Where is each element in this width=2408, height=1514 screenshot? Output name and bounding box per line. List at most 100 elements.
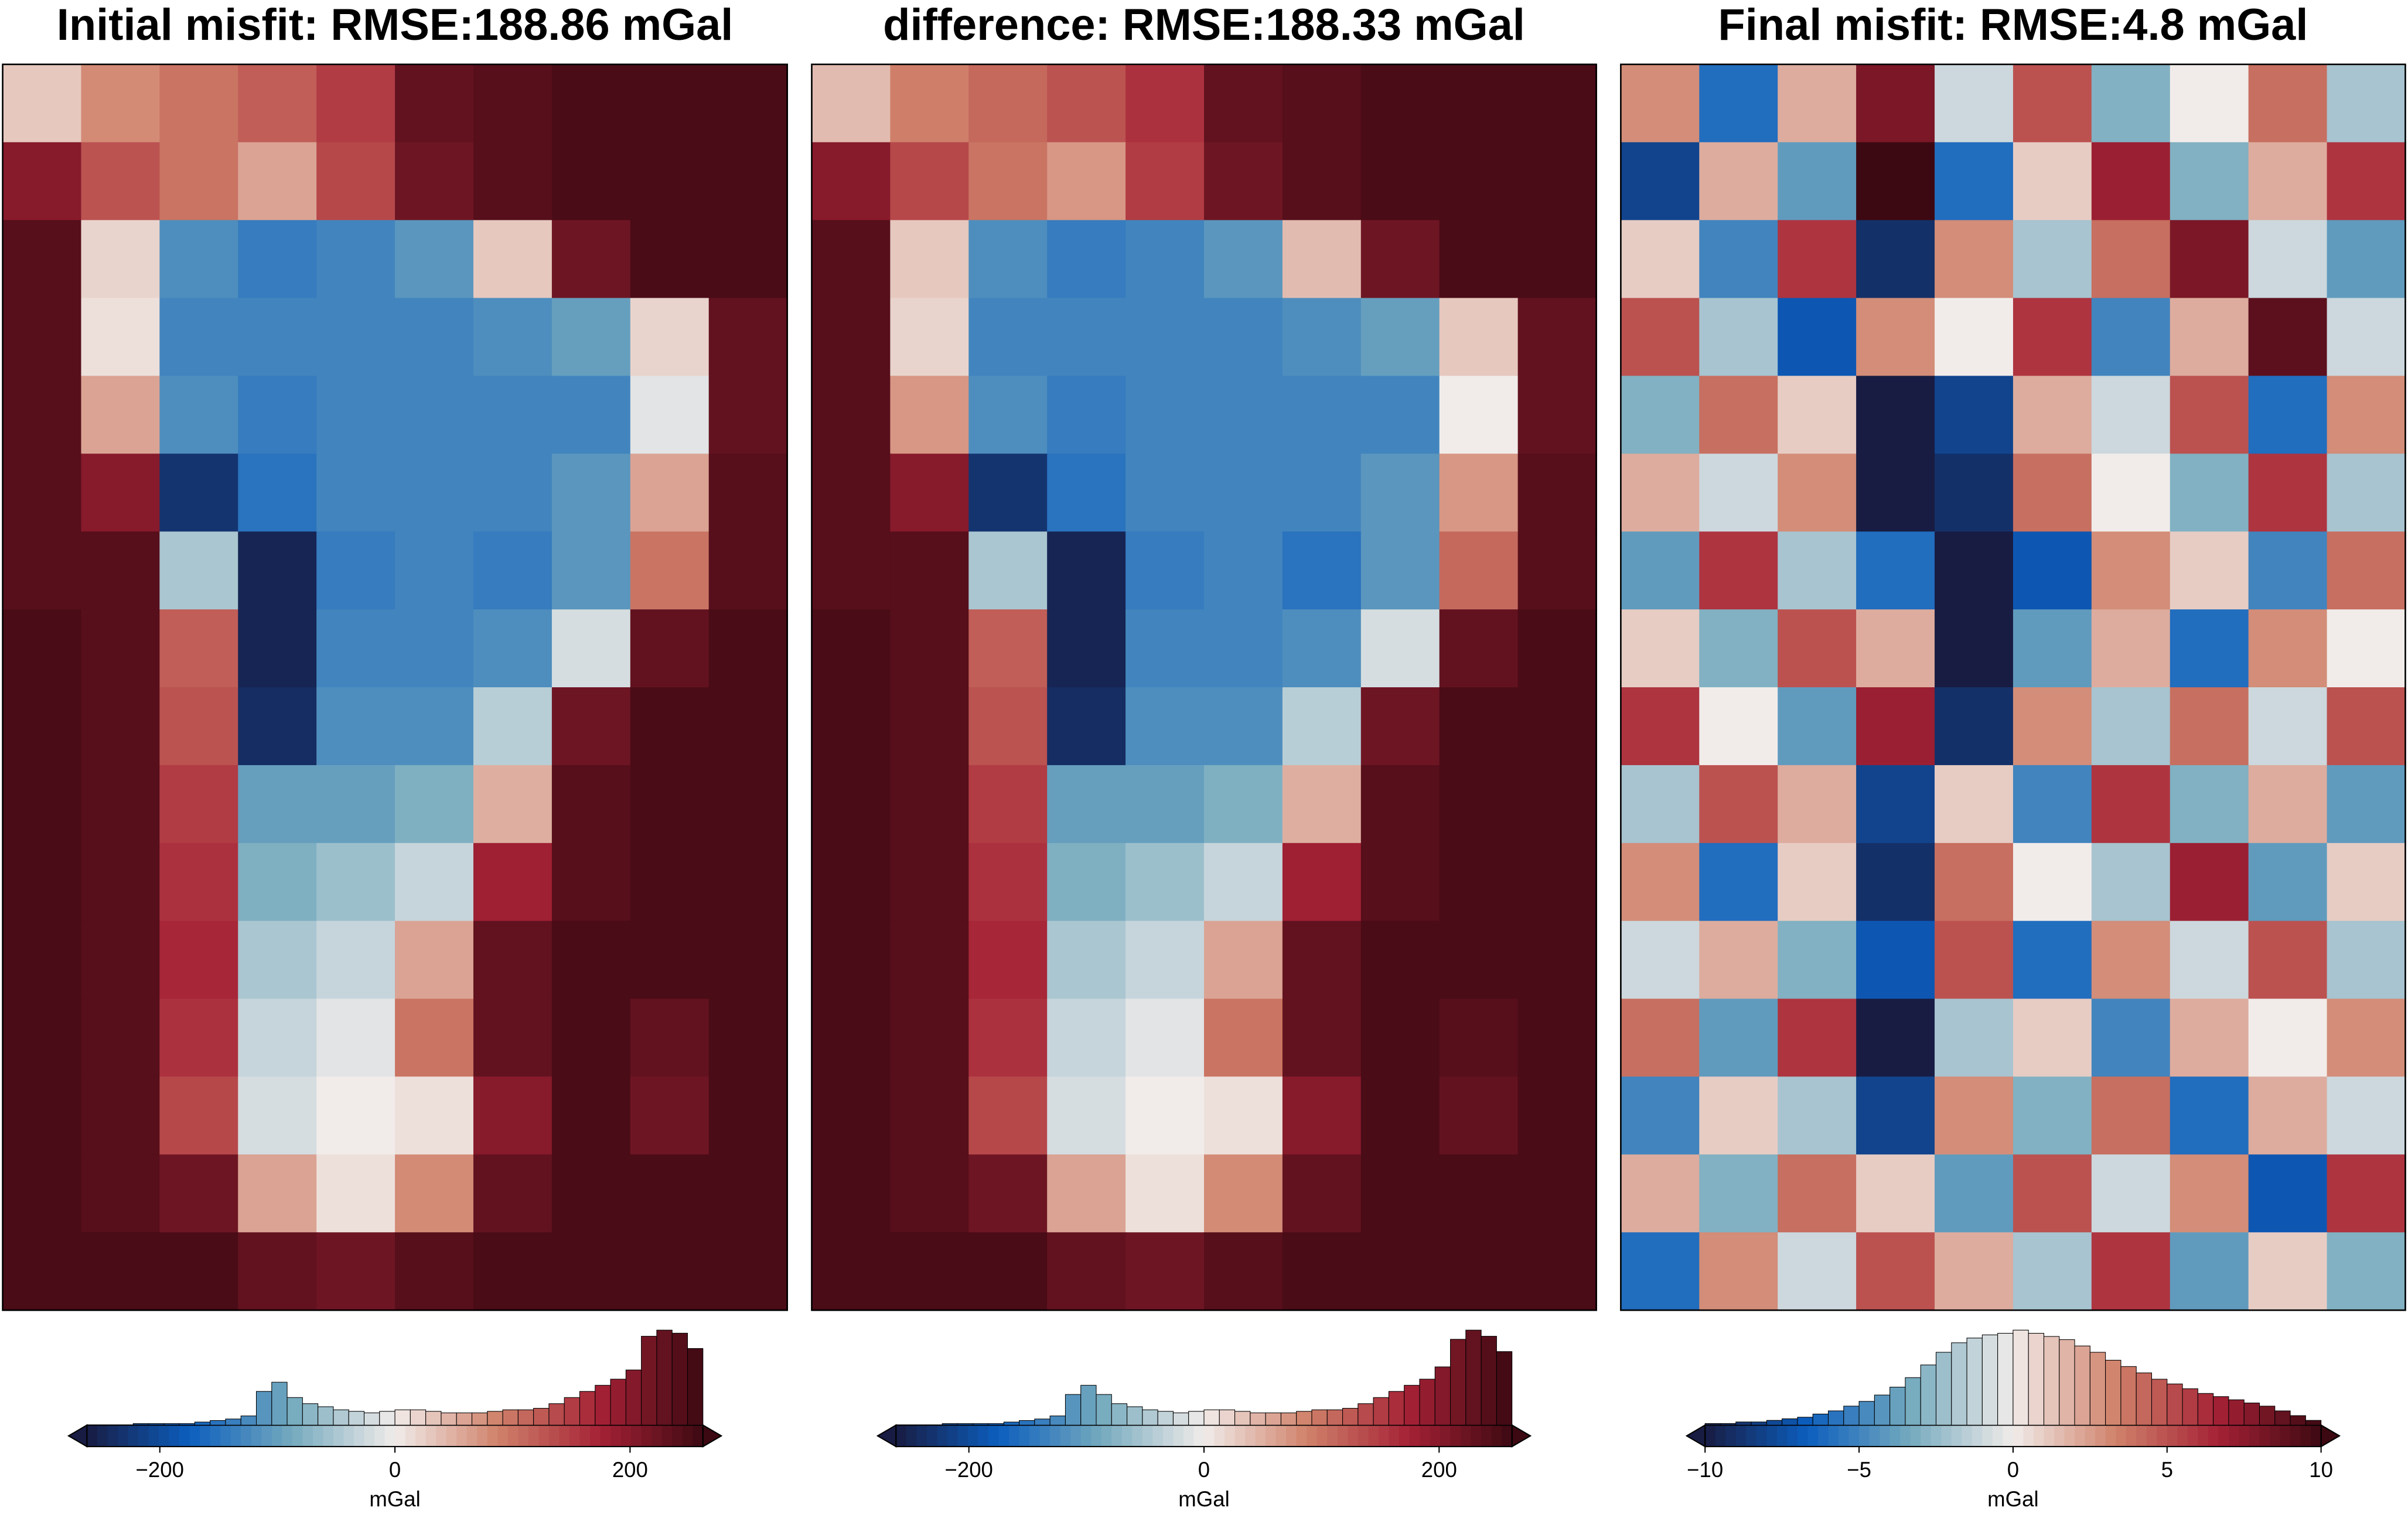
colorbar-segment: [1204, 1425, 1215, 1447]
heatmap-cell: [238, 142, 318, 221]
histogram-bar: [2290, 1415, 2306, 1426]
colorbar-segment: [1982, 1425, 1993, 1447]
colorbar-segment: [672, 1425, 683, 1447]
colorbar-tick-label: 0: [1198, 1458, 1210, 1482]
histogram-bar: [255, 1391, 272, 1426]
histogram-bar: [1157, 1411, 1174, 1426]
heatmap-cell: [890, 609, 970, 688]
colorbar-segment: [2167, 1425, 2178, 1447]
heatmap-cell: [1360, 531, 1441, 611]
colorbar-segment: [1461, 1425, 1472, 1447]
colorbar-segment: [210, 1425, 221, 1447]
heatmap-cell: [1282, 376, 1362, 455]
heatmap-cell: [890, 1154, 970, 1233]
histogram-bar: [2167, 1383, 2183, 1426]
heatmap-cell: [1047, 531, 1127, 611]
heatmap-cell: [2248, 453, 2328, 533]
heatmap-cell: [1439, 765, 1519, 844]
heatmap-cell: [1204, 453, 1284, 533]
colorbar-label: mGal: [1178, 1487, 1229, 1511]
heatmap-cell: [2248, 298, 2328, 377]
histogram-bar: [348, 1411, 365, 1426]
histogram-bar: [942, 1423, 958, 1426]
colorbar-segment: [117, 1425, 129, 1447]
heatmap-cell: [2091, 142, 2171, 221]
colorbar-segment: [957, 1425, 969, 1447]
colorbar-segment: [138, 1425, 149, 1447]
histogram-bar: [2059, 1339, 2075, 1426]
heatmap-cell: [1125, 376, 1205, 455]
heatmap-cell: [395, 609, 475, 688]
heatmap-cell: [1621, 843, 1700, 922]
heatmap-cell: [81, 376, 161, 455]
heatmap-cell: [1856, 453, 1936, 533]
heatmap-cell: [1282, 843, 1362, 922]
heatmap-cell: [1360, 1154, 1441, 1233]
heatmap-cell: [1621, 453, 1700, 533]
histogram-bar: [2182, 1388, 2198, 1426]
panel-title: Initial misfit: RMSE:188.86 mGal: [57, 0, 734, 50]
heatmap-cell: [1047, 609, 1127, 688]
colorbar-segment: [2311, 1425, 2322, 1447]
histogram-bar: [2043, 1336, 2060, 1426]
colorbar-segment: [1807, 1425, 1819, 1447]
heatmap-cell: [1935, 687, 2014, 766]
colorbar-segment: [1266, 1425, 1277, 1447]
histogram-bar: [2013, 1329, 2029, 1426]
heatmap-cell: [1047, 64, 1127, 144]
heatmap-cell: [2327, 1154, 2406, 1233]
heatmap-cell: [1282, 765, 1362, 844]
heatmap-cell: [1360, 142, 1441, 221]
heatmap-cell: [2248, 1076, 2328, 1155]
heatmap-cell: [811, 64, 891, 144]
heatmap-cell: [1125, 64, 1205, 144]
histogram-bar: [2028, 1333, 2045, 1426]
heatmap-cell: [2327, 220, 2406, 299]
heatmap-cell: [1517, 687, 1597, 766]
colorbar-segment: [1152, 1425, 1164, 1447]
heatmap-cell: [551, 64, 632, 144]
heatmap-cell: [2013, 220, 2093, 299]
colorbar-tick-label: 10: [2309, 1458, 2333, 1482]
histogram-bar: [318, 1406, 334, 1426]
heatmap-cell: [395, 142, 475, 221]
heatmap-cell: [2248, 531, 2328, 611]
heatmap-cell: [708, 298, 788, 377]
heatmap-cell: [395, 687, 475, 766]
heatmap-cell: [1856, 376, 1936, 455]
heatmap-cell: [1935, 298, 2014, 377]
heatmap-cell: [708, 765, 788, 844]
heatmap-cell: [81, 142, 161, 221]
colorbar-segment: [1450, 1425, 1462, 1447]
colorbar-segment: [2239, 1425, 2250, 1447]
heatmap-cell: [2248, 687, 2328, 766]
heatmap-cell: [473, 220, 553, 299]
histogram-bar: [179, 1423, 195, 1426]
heatmap-cell: [2091, 64, 2171, 144]
heatmap-cell: [1047, 1232, 1127, 1311]
heatmap-cell: [551, 142, 632, 221]
heatmap-cell: [1047, 998, 1127, 1077]
histogram-bar: [1419, 1379, 1435, 1426]
heatmap-cell: [2, 376, 82, 455]
heatmap-cell: [159, 765, 239, 844]
histogram-bar: [1966, 1338, 1983, 1426]
colorbar-segment: [425, 1425, 437, 1447]
histogram-bar: [1935, 1352, 1952, 1426]
colorbar-segment: [1910, 1425, 1922, 1447]
colorbar-segment: [1307, 1425, 1318, 1447]
histogram-bar: [1034, 1418, 1050, 1426]
heatmap-cell: [238, 220, 318, 299]
colorbar-segment: [497, 1425, 509, 1447]
colorbar-segment: [661, 1425, 673, 1447]
colorbar-segment: [1389, 1425, 1400, 1447]
heatmap-cell: [2, 843, 82, 922]
colorbar-segment: [916, 1425, 927, 1447]
heatmap-cell: [1204, 998, 1284, 1077]
heatmap-cell: [81, 1232, 161, 1311]
heatmap-cell: [159, 220, 239, 299]
heatmap-cell: [551, 453, 632, 533]
heatmap-cell: [473, 64, 553, 144]
heatmap-cell: [1517, 220, 1597, 299]
heatmap-cell: [1621, 1154, 1700, 1233]
